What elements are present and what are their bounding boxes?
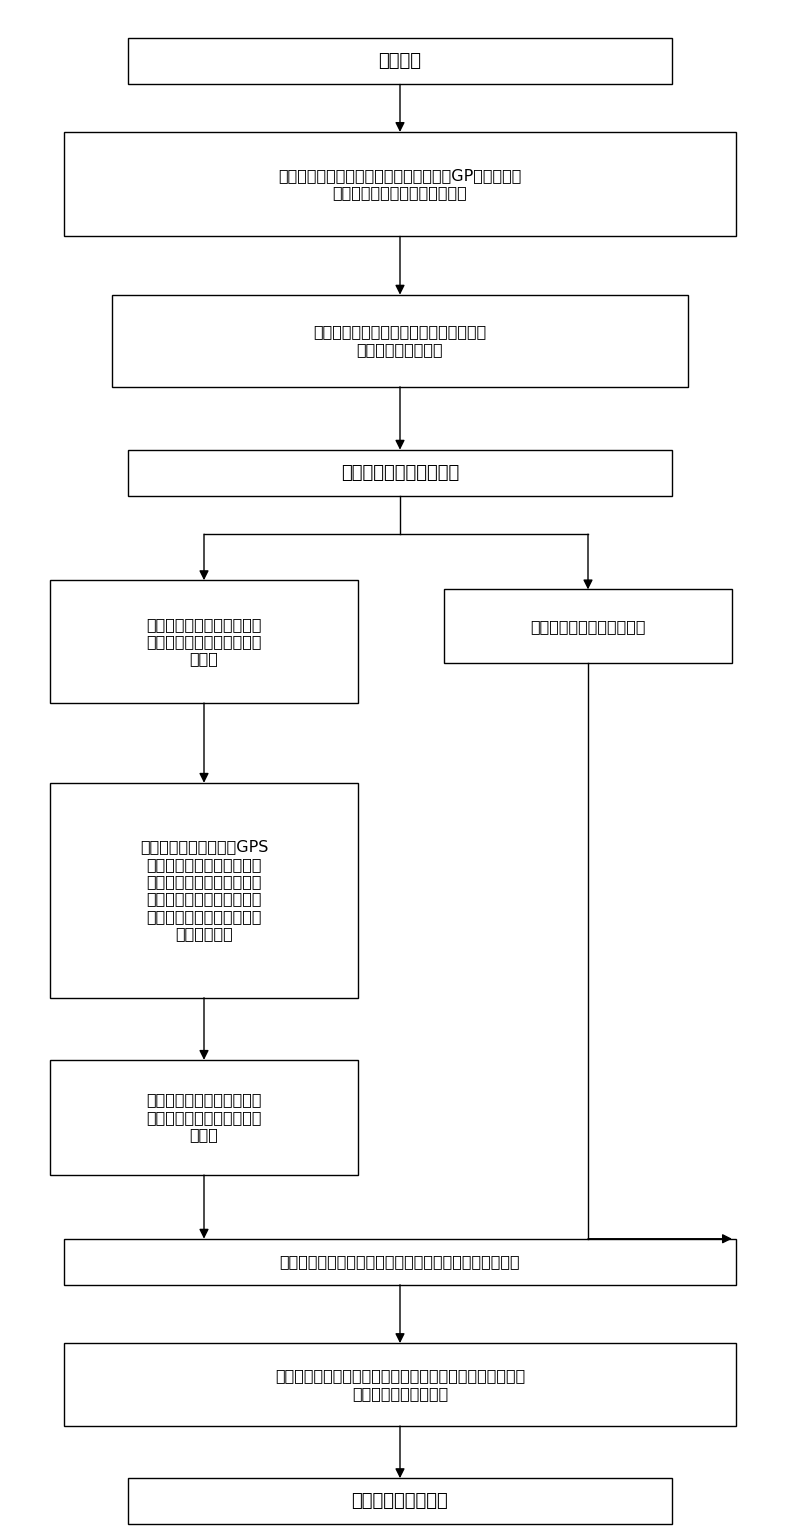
Bar	[128, 38, 672, 84]
Text: 系统保持静态，采集惯性测量单元数据和GP数据进行初
始对准，计算车体的位置和姿态: 系统保持静态，采集惯性测量单元数据和GP数据进行初 始对准，计算车体的位置和姿态	[278, 167, 522, 201]
Bar	[128, 1478, 672, 1524]
Bar	[50, 783, 358, 998]
Text: 系统启动: 系统启动	[378, 52, 422, 71]
Text: 系统保持静态，采集多路激光位移传感器
进行激光传感器标定: 系统保持静态，采集多路激光位移传感器 进行激光传感器标定	[314, 324, 486, 358]
Text: 将惯性测量单元数据与GPS
数据融合，通过信息融合运
算得到稳定、准确的位置、
姿态信息，同时利用估计的
惯性器件零偏误差反馈补偿
运动量测信息: 将惯性测量单元数据与GPS 数据融合，通过信息融合运 算得到稳定、准确的位置、 …	[140, 840, 268, 941]
Bar	[444, 589, 732, 663]
Text: 统计路面平整度信息: 统计路面平整度信息	[352, 1492, 448, 1510]
Bar	[50, 580, 358, 703]
Text: 利用有限冲击响应滤波方法提取融合信息中的信息，去除漂
移发散部分和噪声部分: 利用有限冲击响应滤波方法提取融合信息中的信息，去除漂 移发散部分和噪声部分	[275, 1368, 525, 1401]
Text: 车辆进入测区，开始测量: 车辆进入测区，开始测量	[341, 464, 459, 482]
Bar	[64, 1343, 736, 1426]
Bar	[128, 450, 672, 496]
Bar	[112, 295, 688, 387]
Bar	[64, 1239, 736, 1285]
Bar	[50, 1059, 358, 1176]
Text: 实时采集多激光位移传感器: 实时采集多激光位移传感器	[530, 619, 646, 634]
Text: 将运动测量信息中的高程信息与激光测量得到的位移融合: 将运动测量信息中的高程信息与激光测量得到的位移融合	[280, 1254, 520, 1269]
Bar	[64, 132, 736, 236]
Text: 在测试路段内，通过双捷联
解算算法得到平滑的运动测
量结果: 在测试路段内，通过双捷联 解算算法得到平滑的运动测 量结果	[146, 1093, 262, 1142]
Text: 实时采集惯性测量单元数据
进行水平位置、高程和姿态
的更新: 实时采集惯性测量单元数据 进行水平位置、高程和姿态 的更新	[146, 617, 262, 666]
